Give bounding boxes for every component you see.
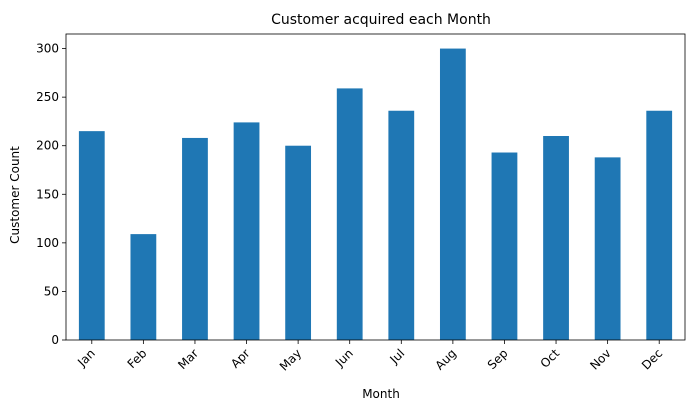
x-tick-label: Sep — [485, 346, 511, 372]
bar-jan — [78, 131, 105, 340]
x-tick-label: Aug — [433, 346, 459, 372]
chart-title: Customer acquired each Month — [271, 12, 491, 28]
bar-nov — [594, 157, 621, 340]
bar-oct — [543, 136, 569, 340]
y-tick-label: 0 — [51, 333, 59, 347]
x-tick-label: Mar — [175, 346, 201, 372]
bar-may — [285, 145, 312, 340]
x-tick-label: Dec — [639, 346, 665, 372]
y-tick-label: 150 — [36, 187, 59, 201]
x-tick-label: Apr — [228, 346, 253, 371]
x-tick-label: Jan — [74, 346, 98, 370]
x-tick-label: Feb — [125, 346, 150, 371]
y-axis-title: Customer Count — [8, 146, 22, 244]
bar-feb — [130, 234, 157, 340]
bars-group — [78, 48, 673, 341]
bar-aug — [439, 48, 466, 340]
bar-jul — [388, 110, 415, 340]
x-tick-label: Jul — [387, 346, 408, 367]
bar-dec — [646, 110, 673, 340]
y-tick-label: 300 — [36, 42, 59, 56]
x-axis-title: Month — [362, 387, 400, 401]
y-tick-label: 250 — [36, 90, 59, 104]
x-tick-label: Jun — [332, 346, 356, 370]
x-tick-label: May — [277, 346, 304, 373]
y-tick-label: 200 — [36, 139, 59, 153]
x-axis: Jan Feb Mar Apr May Jun Jul Aug Sep Oct Nov Dec — [74, 340, 665, 374]
bar-mar — [182, 137, 208, 340]
bar-apr — [233, 122, 260, 341]
y-axis: 0 50 100 150 200 250 300 — [36, 42, 66, 347]
y-tick-label: 50 — [44, 284, 59, 298]
plot-frame — [65, 33, 686, 341]
bar-jun — [336, 88, 363, 341]
x-tick-label: Nov — [587, 346, 613, 372]
bar-sep — [491, 152, 518, 340]
x-tick-label: Oct — [538, 346, 563, 371]
y-tick-label: 100 — [36, 236, 59, 250]
